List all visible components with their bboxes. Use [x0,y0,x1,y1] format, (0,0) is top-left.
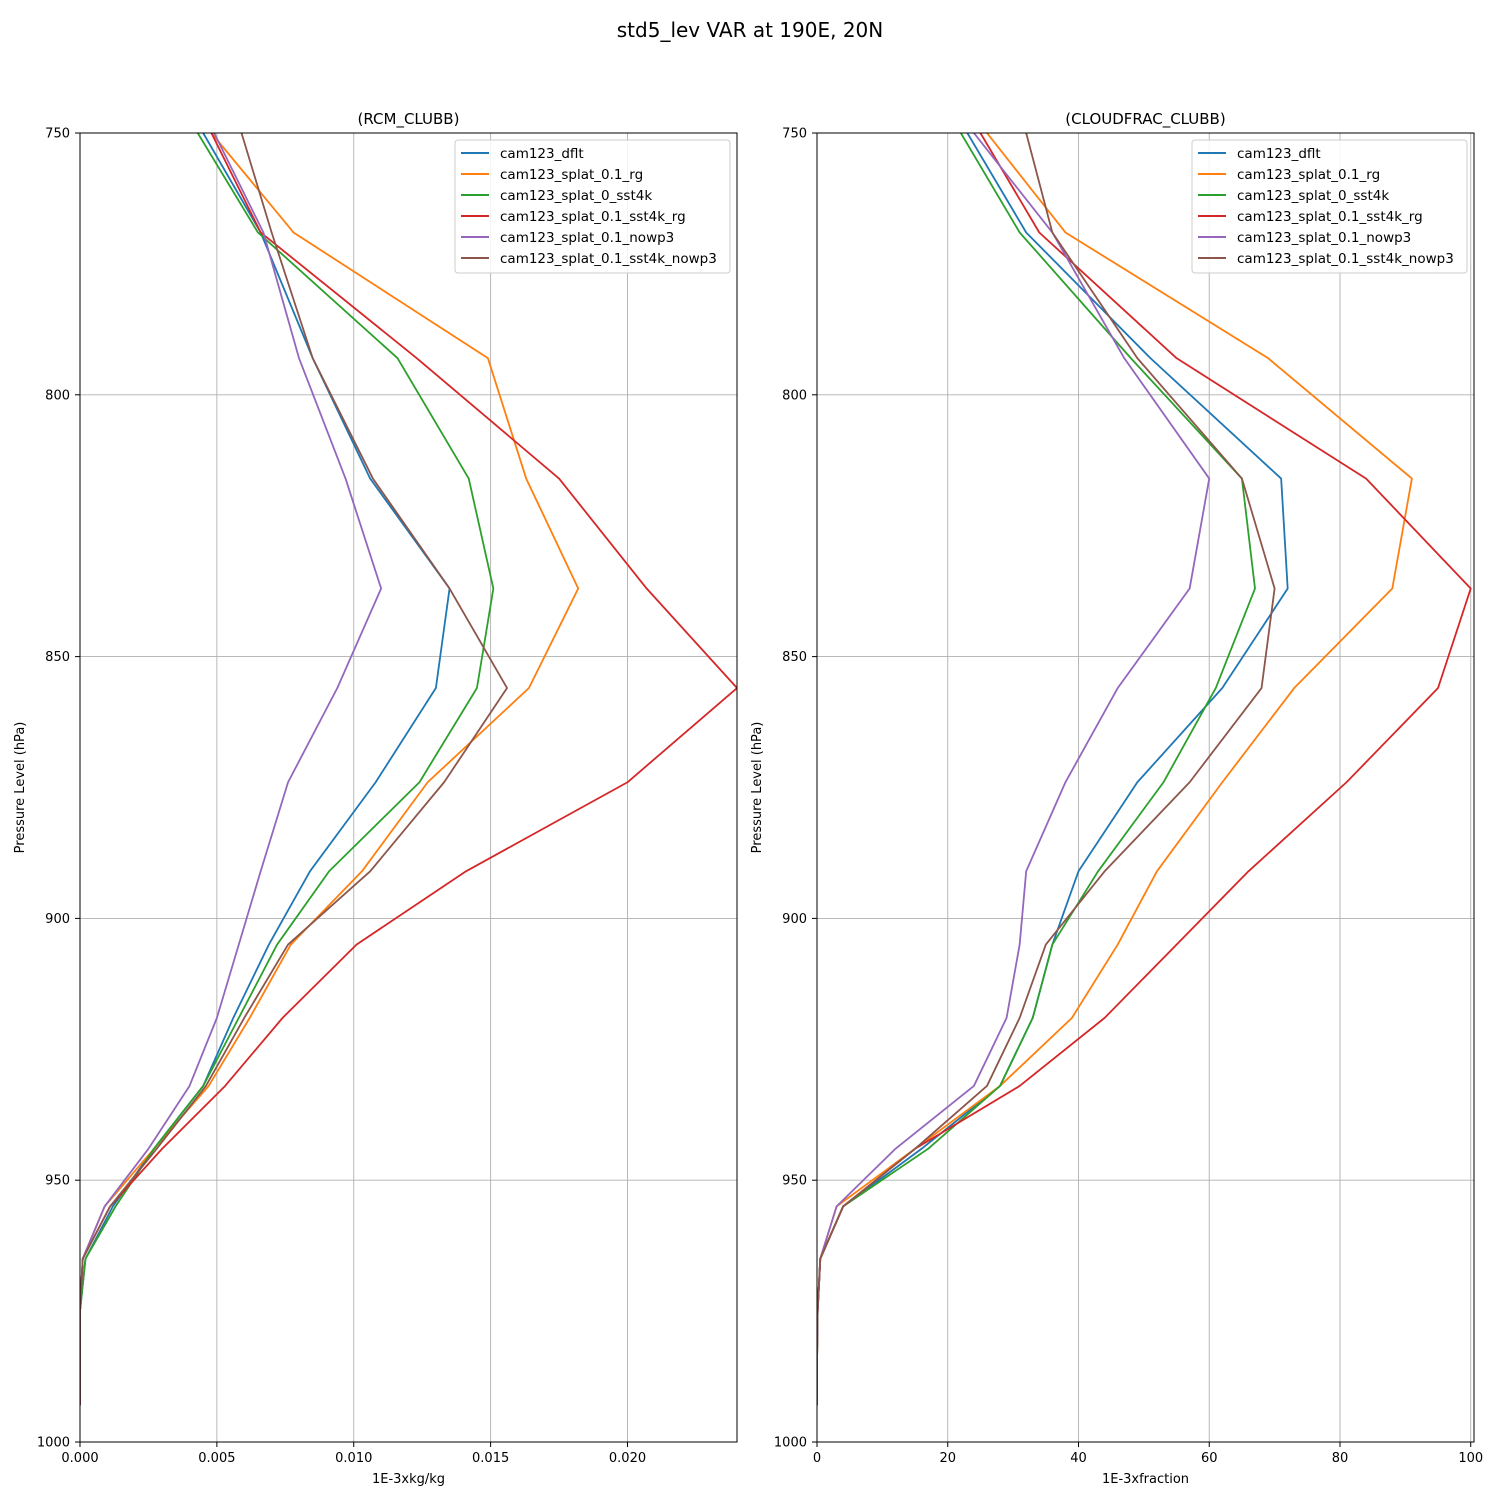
series-line [80,133,508,1406]
series-line [80,133,580,1406]
series-line [817,133,1289,1406]
y-tick-label: 950 [45,1174,70,1189]
y-tick-label: 950 [782,1174,807,1189]
x-tick-label: 60 [1201,1451,1218,1466]
x-axis-label: 1E-3xfraction [1102,1472,1189,1487]
legend-entry: cam123_splat_0.1_sst4k_rg [1237,209,1423,225]
legend-entry: cam123_splat_0.1_sst4k_nowp3 [1237,251,1454,267]
x-tick-label: 0.010 [335,1451,372,1466]
y-tick-label: 800 [45,388,70,403]
series-line [817,133,1276,1406]
panel-rcm-clubb: (RCM_CLUBB) 1E-3xkg/kg Pressure Level (h… [13,110,738,1487]
panel-title: (RCM_CLUBB) [358,110,460,129]
legend-entry: cam123_splat_0_sst4k [500,188,652,204]
x-axis-label: 1E-3xkg/kg [372,1472,445,1487]
legend-entry: cam123_splat_0_sst4k [1237,188,1389,204]
panel-title: (CLOUDFRAC_CLUBB) [1065,110,1225,129]
series-lines [80,133,737,1406]
x-tick-label: 20 [939,1451,956,1466]
y-axis-label: Pressure Level (hPa) [750,722,765,854]
legend-box [1191,139,1468,274]
plot-frame [79,132,738,1443]
y-tick-label: 900 [45,912,70,927]
y-tick-label: 800 [782,388,807,403]
x-tick-label: 0.020 [609,1451,646,1466]
y-tick-label: 850 [782,650,807,665]
series-line [80,133,451,1406]
y-tick-label: 850 [45,650,70,665]
series-lines [817,133,1472,1406]
grid [79,132,737,1443]
legend-entry: cam123_splat_0.1_nowp3 [1237,230,1411,246]
legend: cam123_dflt cam123_splat_0.1_rg cam123_spl… [1191,139,1468,274]
legend-entry: cam123_splat_0.1_rg [500,167,643,183]
legend-entry: cam123_splat_0.1_rg [1237,167,1380,183]
series-line [817,133,1472,1406]
legend-entry: cam123_splat_0.1_sst4k_rg [500,209,686,225]
series-line [817,133,1256,1406]
series-line [817,133,1211,1406]
y-tick-label: 1000 [37,1436,70,1451]
legend-entry: cam123_dflt [1237,146,1321,162]
y-tick-label: 750 [45,127,70,142]
x-tick-label: 0.005 [198,1451,235,1466]
x-tick-label: 0 [813,1451,821,1466]
legend-entry: cam123_dflt [500,146,584,162]
legend-box [454,139,731,274]
y-tick-label: 750 [782,127,807,142]
panel-cloudfrac-clubb: (CLOUDFRAC_CLUBB) 1E-3xfraction Pressure… [750,110,1483,1487]
x-tick-label: 0.000 [61,1451,98,1466]
figure-title: std5_lev VAR at 190E, 20N [617,18,883,42]
x-tick-label: 80 [1332,1451,1349,1466]
y-tick-label: 1000 [774,1436,807,1451]
x-tick-label: 40 [1070,1451,1087,1466]
x-tick-label: 100 [1458,1451,1483,1466]
y-axis-label: Pressure Level (hPa) [13,722,28,854]
series-line [80,133,495,1406]
legend: cam123_dflt cam123_splat_0.1_rg cam123_spl… [454,139,731,274]
legend-entry: cam123_splat_0.1_sst4k_nowp3 [500,251,717,267]
x-tick-label: 0.015 [472,1451,509,1466]
series-line [80,133,383,1406]
legend-entry: cam123_splat_0.1_nowp3 [500,230,674,246]
plot-frame [816,132,1475,1443]
series-line [80,133,737,1406]
y-tick-label: 900 [782,912,807,927]
